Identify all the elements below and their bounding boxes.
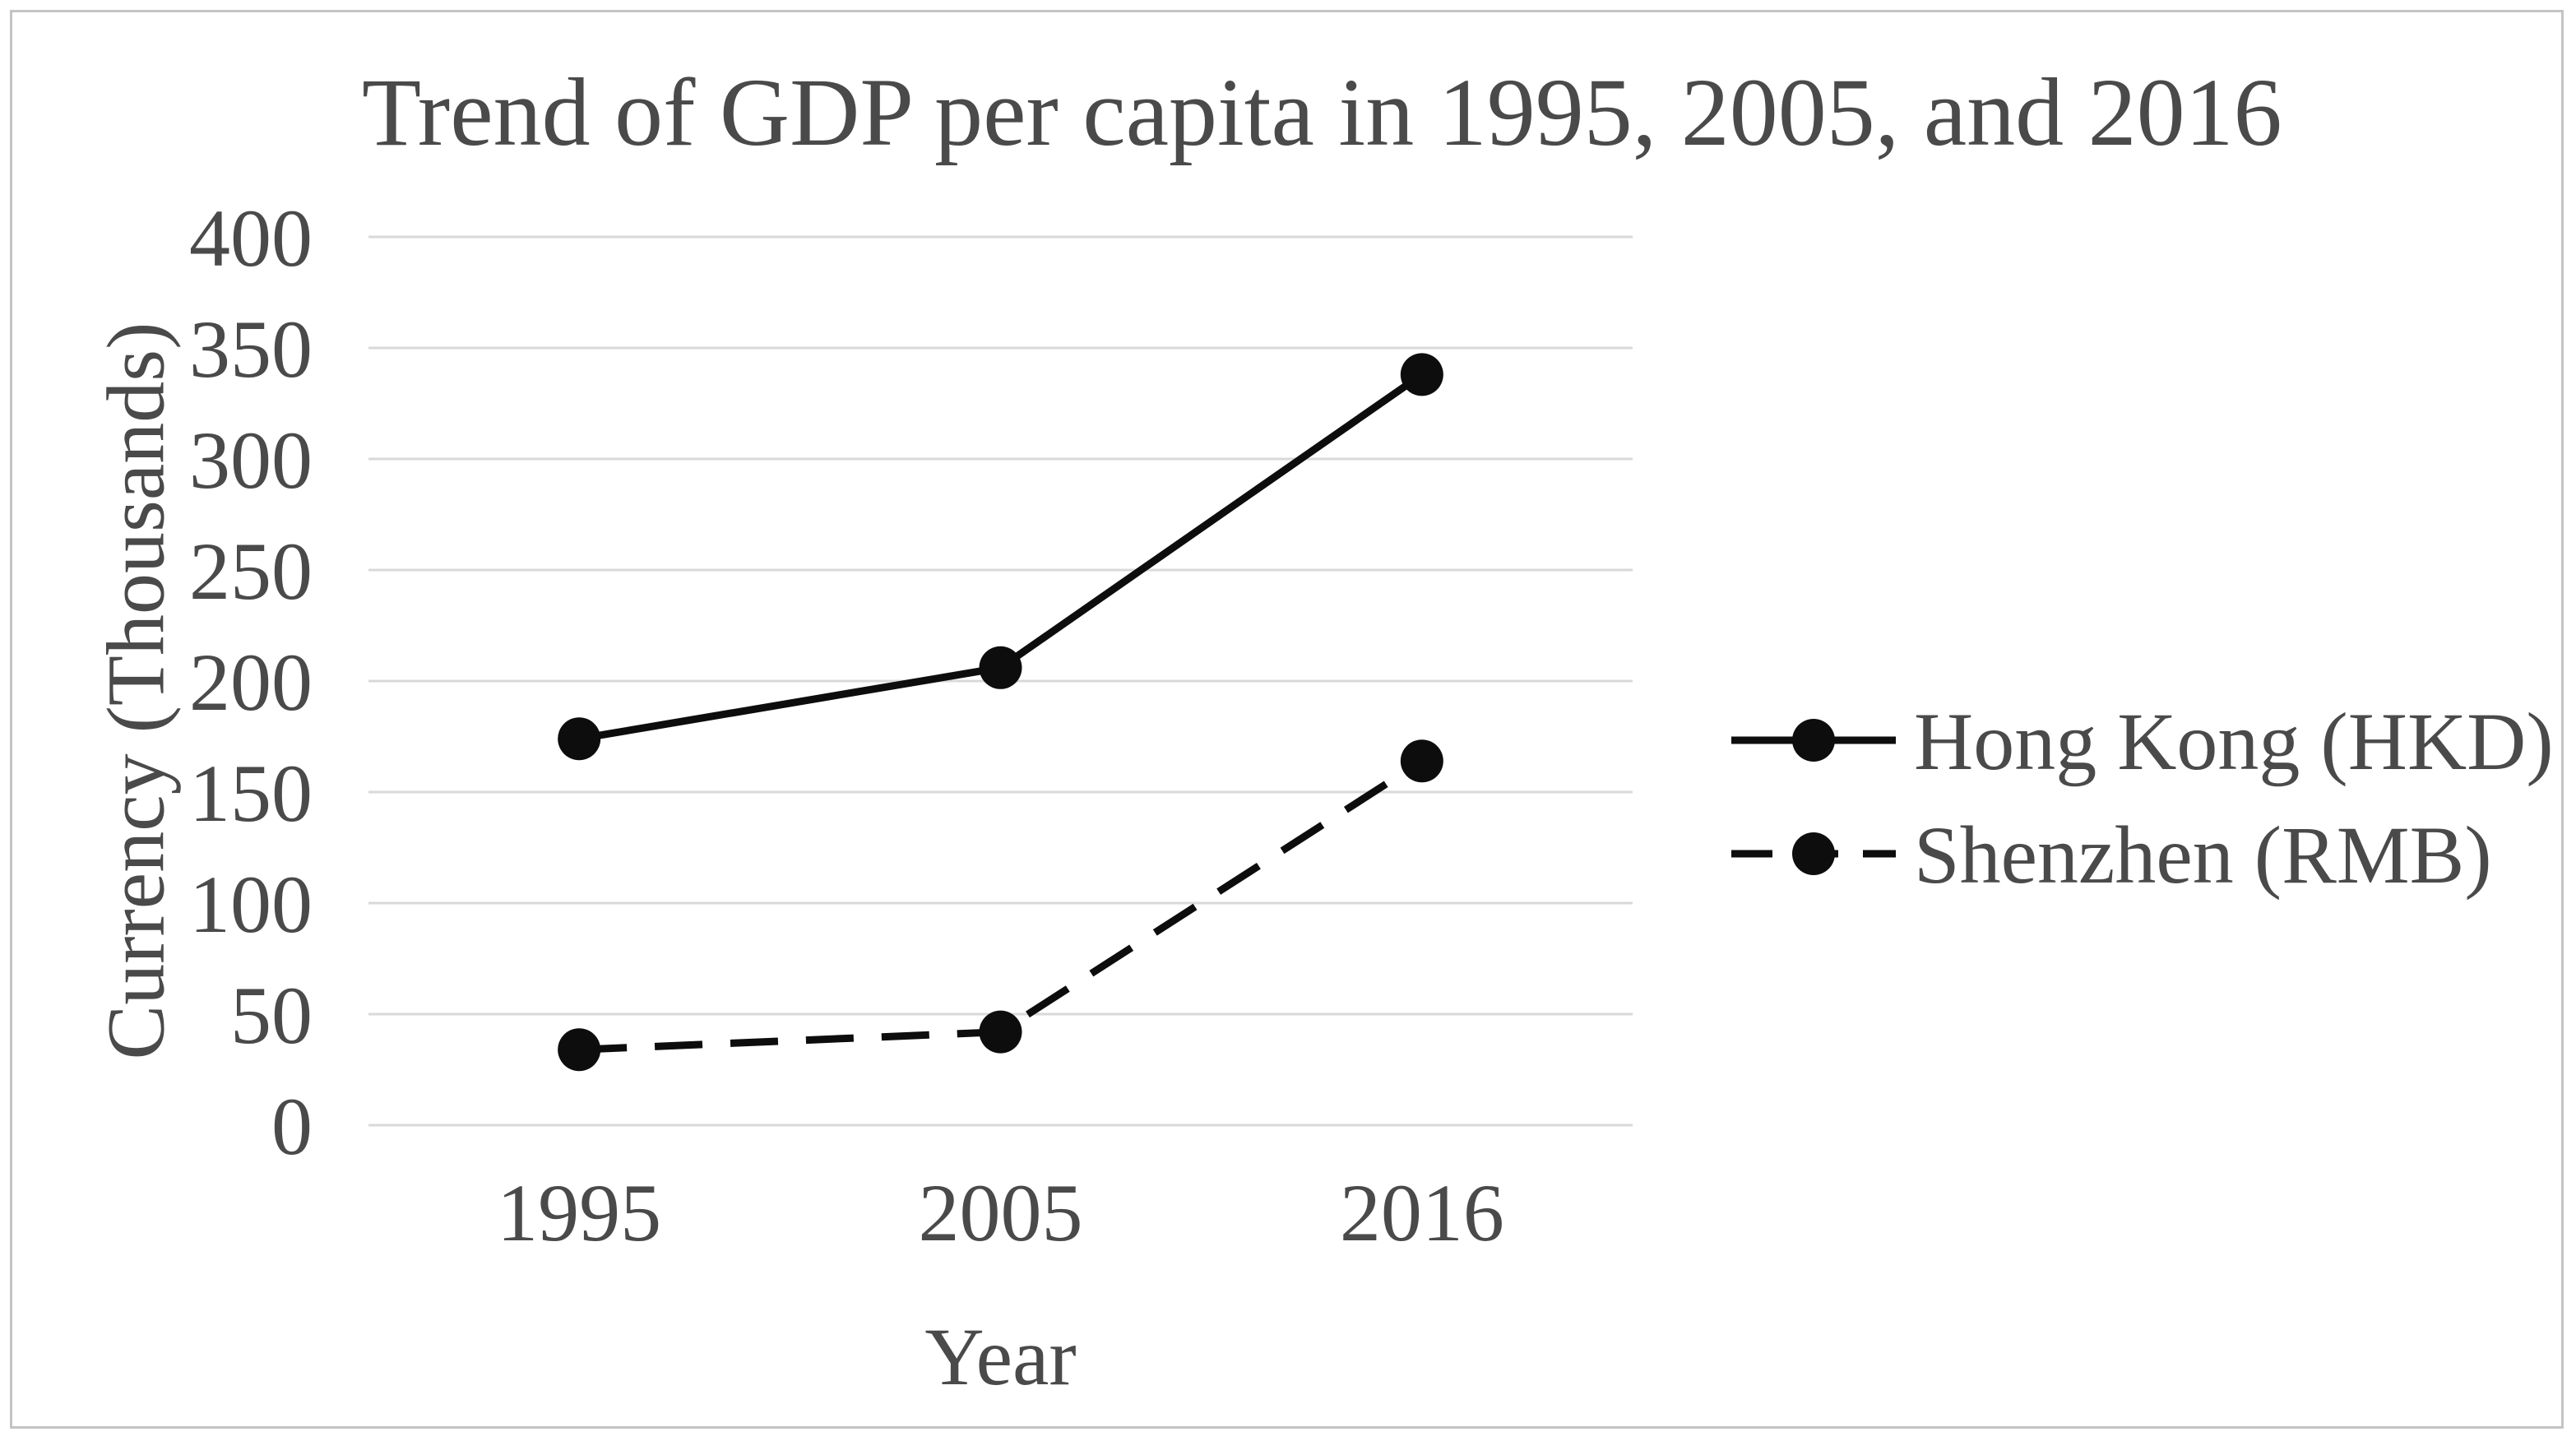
y-tick-label: 0 — [271, 1081, 313, 1172]
y-tick-label: 100 — [189, 859, 313, 950]
y-axis-title: Currency (Thousands) — [90, 322, 182, 1060]
y-tick-label: 300 — [189, 415, 313, 506]
x-tick-label: 2005 — [919, 1167, 1083, 1258]
legend-marker-hong-kong-hkd — [1792, 719, 1835, 762]
data-point-hong-kong-hkd-2016 — [1400, 353, 1443, 396]
x-tick-label: 2016 — [1340, 1167, 1504, 1258]
legend-label-shenzhen-rmb: Shenzhen (RMB) — [1914, 809, 2492, 901]
data-point-hong-kong-hkd-2005 — [979, 646, 1022, 689]
x-tick-label: 1995 — [497, 1167, 661, 1258]
data-point-hong-kong-hkd-1995 — [558, 717, 601, 761]
data-point-shenzhen-rmb-2005 — [979, 1010, 1022, 1054]
y-tick-label: 400 — [189, 192, 313, 284]
data-point-shenzhen-rmb-2016 — [1400, 739, 1443, 783]
y-tick-label: 250 — [189, 526, 313, 617]
y-tick-label: 200 — [189, 637, 313, 728]
chart-border-frame — [10, 10, 2564, 1429]
x-axis-title: Year — [924, 1311, 1077, 1402]
chart-title: Trend of GDP per capita in 1995, 2005, a… — [362, 58, 2282, 166]
y-tick-label: 150 — [189, 748, 313, 839]
legend-marker-shenzhen-rmb — [1792, 832, 1835, 875]
legend-label-hong-kong-hkd: Hong Kong (HKD) — [1914, 696, 2554, 787]
y-tick-label: 350 — [189, 303, 313, 395]
data-point-shenzhen-rmb-1995 — [558, 1028, 601, 1072]
y-tick-label: 50 — [230, 970, 313, 1061]
series-line-shenzhen-rmb — [578, 758, 1425, 1054]
